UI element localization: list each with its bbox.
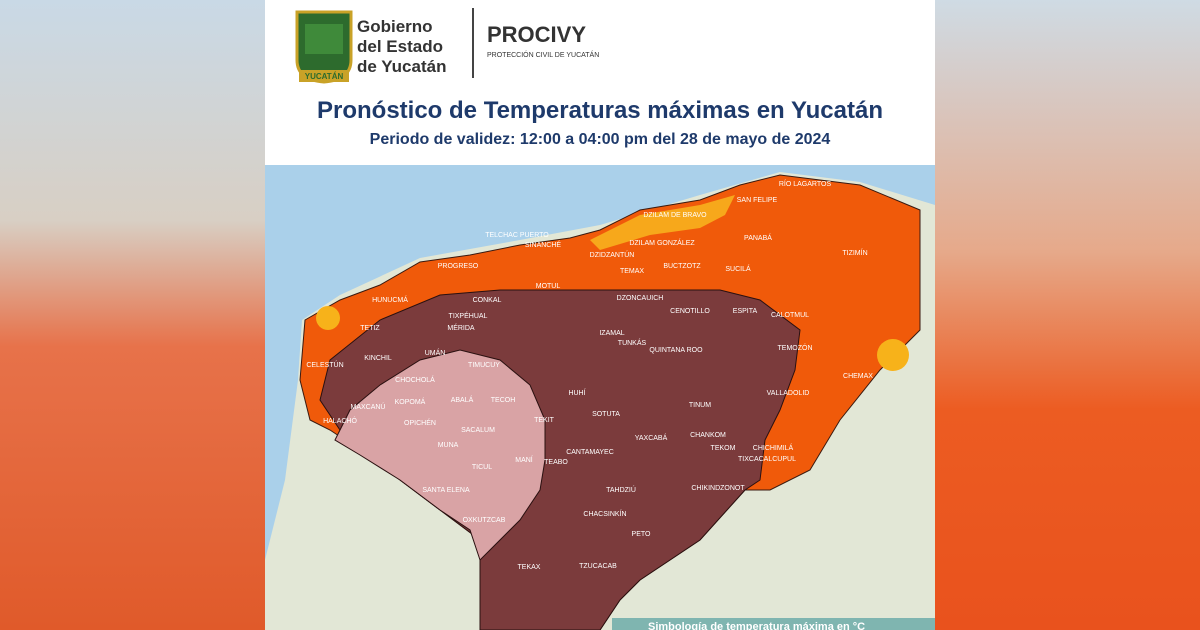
municipality-label: OXKUTZCAB bbox=[463, 517, 506, 524]
municipality-label: TEABO bbox=[544, 459, 568, 466]
municipality-label: IZAMAL bbox=[599, 330, 624, 337]
title: Pronóstico de Temperaturas máximas en Yu… bbox=[317, 97, 883, 124]
municipality-label: KOPOMÁ bbox=[395, 397, 426, 406]
municipality-label: CENOTILLO bbox=[670, 308, 710, 315]
subtitle: Periodo de validez: 12:00 a 04:00 pm del… bbox=[369, 131, 831, 148]
municipality-label: MUNA bbox=[438, 442, 459, 449]
organization: PROCIVY bbox=[487, 22, 587, 47]
blurred-background bbox=[0, 0, 265, 630]
organization-subtitle: PROTECCIÓN CIVIL DE YUCATÁN bbox=[487, 52, 600, 59]
municipality-label: TUNKÁS bbox=[618, 338, 647, 347]
municipality-label: SANTA ELENA bbox=[422, 487, 470, 494]
municipality-label: MOTUL bbox=[536, 283, 561, 290]
municipality-label: TIXPÉHUAL bbox=[449, 311, 488, 320]
municipality-label: TELCHAC PUERTO bbox=[485, 232, 549, 239]
municipality-label: ABALÁ bbox=[451, 395, 474, 404]
municipality-label: PETO bbox=[632, 531, 651, 538]
government-name: del Estado bbox=[357, 37, 443, 56]
municipality-label: MÉRIDA bbox=[447, 323, 475, 332]
municipality-label: ESPITA bbox=[733, 308, 758, 315]
municipality-label: DZILAM GONZÁLEZ bbox=[629, 238, 695, 247]
municipality-label: UMÁN bbox=[425, 348, 446, 357]
municipality-label: CHIKINDZONOT bbox=[691, 485, 745, 492]
municipality-label: TICUL bbox=[472, 464, 492, 471]
warm-zone bbox=[877, 339, 909, 371]
municipality-label: CELESTÚN bbox=[306, 360, 343, 369]
municipality-label: TIZIMÍN bbox=[842, 248, 867, 257]
municipality-label: CALOTMUL bbox=[771, 312, 809, 319]
municipality-label: HUHÍ bbox=[568, 388, 585, 397]
shield-text: YUCATÁN bbox=[305, 72, 344, 81]
municipality-label: HALACHÓ bbox=[323, 416, 357, 425]
municipality-label: CHACSINKÍN bbox=[583, 509, 626, 518]
municipality-label: TEKOM bbox=[711, 445, 736, 452]
municipality-label: SAN FELIPE bbox=[737, 197, 778, 204]
municipality-label: HUNUCMÁ bbox=[372, 295, 408, 304]
municipality-label: CONKAL bbox=[473, 297, 502, 304]
municipality-label: TECOH bbox=[491, 397, 516, 404]
blurred-background bbox=[935, 0, 1200, 630]
municipality-label: MAXCANÚ bbox=[350, 402, 385, 411]
municipality-label: PROGRESO bbox=[438, 263, 479, 270]
municipality-label: CHANKOM bbox=[690, 432, 726, 439]
municipality-label: BUCTZOTZ bbox=[663, 263, 701, 270]
municipality-label: DZONCAUICH bbox=[617, 295, 664, 302]
warm-zone bbox=[590, 195, 735, 250]
municipality-label: SINANCHÉ bbox=[525, 240, 562, 249]
municipality-label: TZUCACAB bbox=[579, 563, 617, 570]
moderate-zone bbox=[334, 349, 546, 561]
municipality-label: DZIDZANTÚN bbox=[590, 250, 635, 259]
municipality-label: YAXCABÁ bbox=[635, 433, 668, 442]
infographic: YUCATÁN Gobierno del Estado de Yucatán P… bbox=[265, 0, 935, 630]
divider bbox=[472, 8, 474, 78]
municipality-label: TAHDZIÚ bbox=[606, 485, 636, 494]
municipality-label: TEMAX bbox=[620, 268, 644, 275]
municipality-label: RÍO LAGARTOS bbox=[779, 179, 832, 188]
municipality-label: TEKIT bbox=[534, 417, 555, 424]
shield: YUCATÁN bbox=[295, 10, 353, 84]
municipality-label: VALLADOLID bbox=[767, 390, 810, 397]
municipality-label: TIMUCUY bbox=[468, 362, 500, 369]
municipality-label: TIXCACALCUPUL bbox=[738, 456, 796, 463]
municipality-label: SACALUM bbox=[461, 427, 495, 434]
municipality-label: CHOCHOLÁ bbox=[395, 375, 435, 384]
legend-title: Simbología de temperatura máxima en °C bbox=[648, 621, 865, 630]
municipality-label: TETIZ bbox=[360, 325, 380, 332]
government-name: Gobierno bbox=[357, 17, 433, 36]
municipality-label: DZILAM DE BRAVO bbox=[643, 212, 707, 219]
government-name: de Yucatán bbox=[357, 57, 447, 76]
municipality-label: SUCILÁ bbox=[725, 264, 751, 273]
municipality-label: KINCHIL bbox=[364, 355, 392, 362]
map: RÍO LAGARTOS SAN FELIPE DZILAM DE BRAVO TEL… bbox=[265, 165, 935, 630]
legend-box bbox=[612, 618, 935, 630]
municipality-label: QUINTANA ROO bbox=[649, 347, 703, 354]
municipality-label: OPICHÉN bbox=[404, 418, 436, 427]
municipality-label: SOTUTA bbox=[592, 411, 620, 418]
municipality-label: CHICHIMILÁ bbox=[753, 443, 794, 452]
municipality-label: TINUM bbox=[689, 402, 711, 409]
municipality-label: CANTAMAYEC bbox=[566, 449, 614, 456]
warm-zone bbox=[316, 306, 340, 330]
municipality-label: PANABÁ bbox=[744, 233, 772, 242]
municipality-label: TEMOZÓN bbox=[778, 343, 813, 352]
municipality-label: CHEMAX bbox=[843, 373, 873, 380]
municipality-label: TEKAX bbox=[518, 564, 541, 571]
municipality-label: MANÍ bbox=[515, 455, 533, 464]
